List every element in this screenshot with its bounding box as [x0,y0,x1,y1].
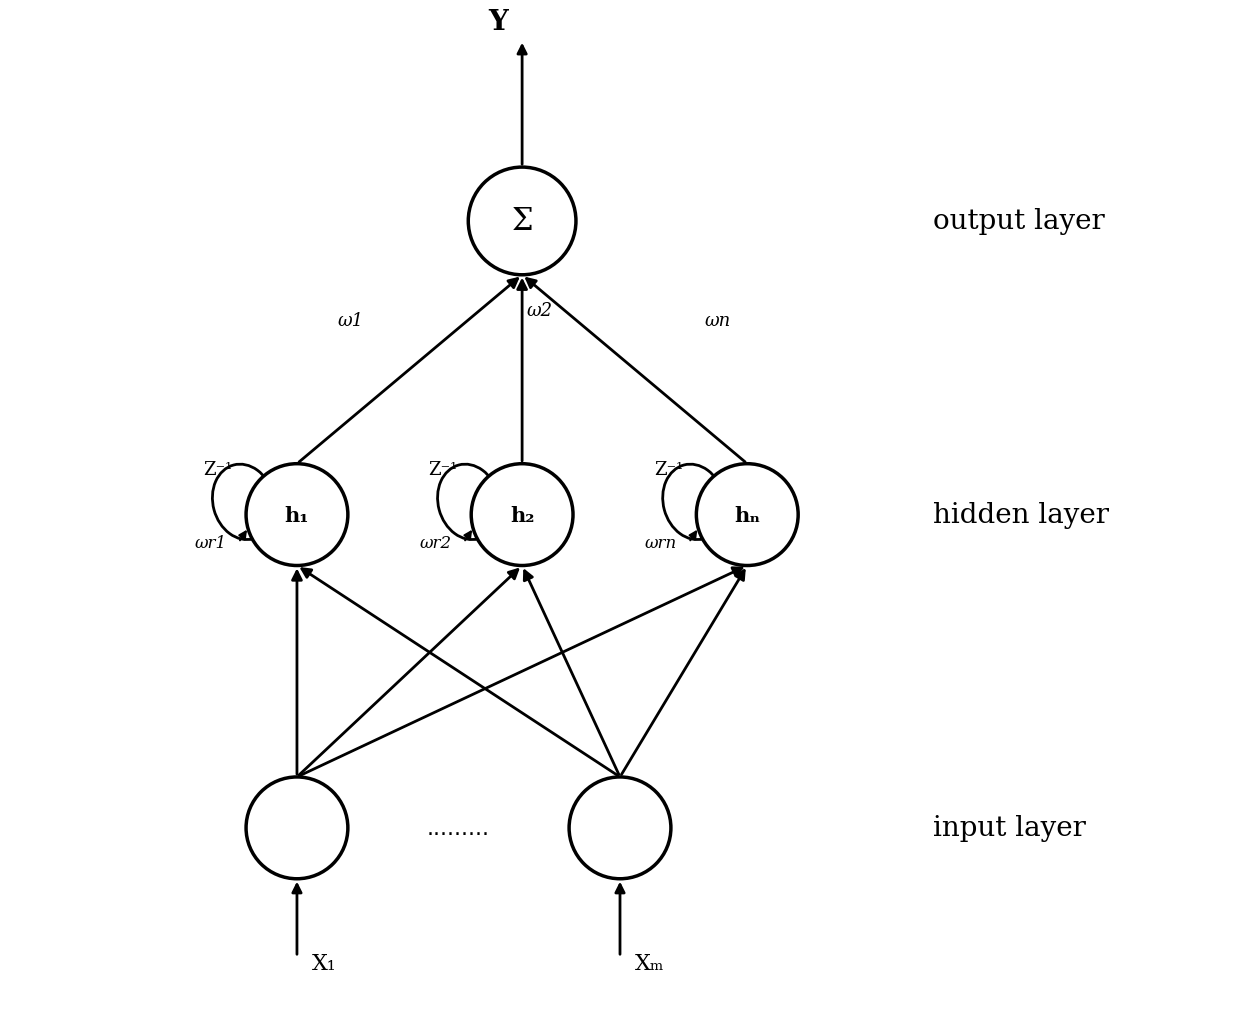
Text: Y: Y [487,9,507,36]
Text: Z⁻¹: Z⁻¹ [203,460,233,478]
Text: Z⁻¹: Z⁻¹ [653,460,683,478]
Text: ωrn: ωrn [645,535,677,552]
Text: h₂: h₂ [510,506,534,525]
Text: ω1: ω1 [337,311,363,330]
Circle shape [469,168,575,276]
Text: ωr1: ωr1 [195,535,227,552]
Text: hₙ: hₙ [734,506,760,525]
Text: Σ: Σ [511,206,533,238]
Text: h₁: h₁ [285,506,309,525]
Circle shape [246,464,348,566]
Text: ωr2: ωr2 [419,535,451,552]
Text: Xₘ: Xₘ [635,952,665,975]
Text: output layer: output layer [934,208,1105,236]
Text: hidden layer: hidden layer [934,501,1110,529]
Text: .........: ......... [427,818,490,838]
Circle shape [246,777,348,879]
Text: input layer: input layer [934,815,1086,841]
Text: Z⁻¹: Z⁻¹ [429,460,458,478]
Circle shape [569,777,671,879]
Text: X₁: X₁ [311,952,336,975]
Text: ω2: ω2 [527,301,553,319]
Circle shape [471,464,573,566]
Circle shape [697,464,799,566]
Text: ωn: ωn [704,311,732,330]
